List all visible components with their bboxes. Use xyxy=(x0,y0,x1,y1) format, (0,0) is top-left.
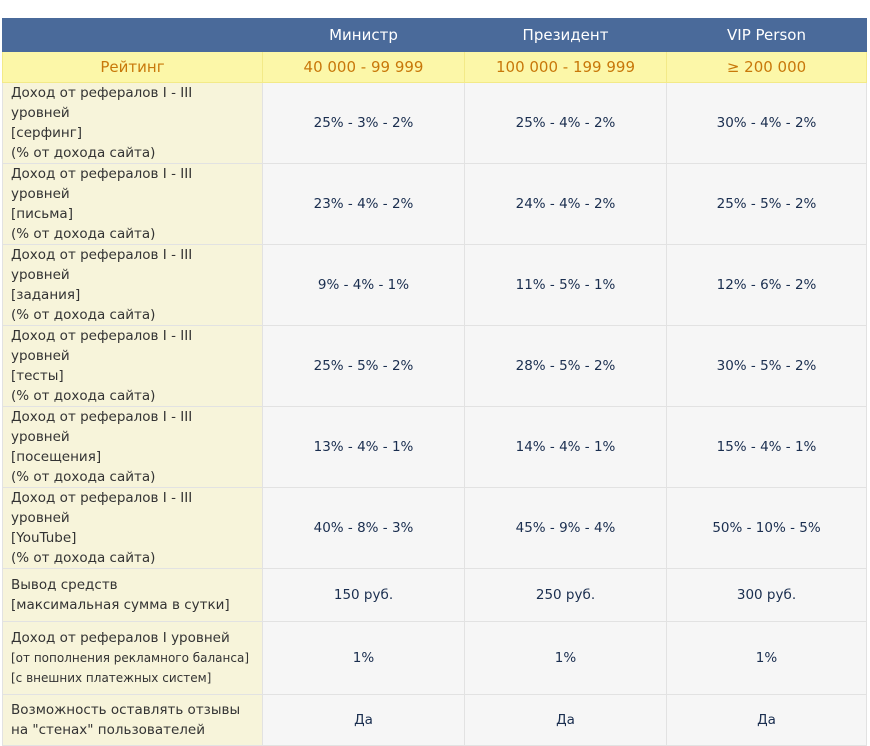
row-label: Возможность оставлять отзывы на "стенах"… xyxy=(2,694,263,746)
table-row: Доход от рефералов I - III уровней [зада… xyxy=(2,244,867,326)
row-label-line: (% от дохода сайта) xyxy=(11,307,156,323)
cell-president: Да xyxy=(464,694,667,746)
header-row: Министр Президент VIP Person xyxy=(2,18,867,52)
row-label: Вывод средств [максимальная сумма в сутк… xyxy=(2,568,263,622)
row-label-line: Возможность оставлять отзывы xyxy=(11,702,241,718)
table-row: Доход от рефералов I уровней [от пополне… xyxy=(2,621,867,695)
cell-president: 45% - 9% - 4% xyxy=(464,487,667,569)
row-label-line: (% от дохода сайта) xyxy=(11,550,156,566)
row-label-line: [письма] xyxy=(11,206,73,222)
cell-vip-person: Да xyxy=(666,694,867,746)
row-label-line: Доход от рефералов I - III уровней xyxy=(11,247,193,283)
cell-president: 28% - 5% - 2% xyxy=(464,325,667,407)
row-label: Доход от рефералов I - III уровней [зада… xyxy=(2,244,263,326)
status-comparison-table: Министр Президент VIP Person Рейтинг 40 … xyxy=(2,18,867,746)
cell-minister: 1% xyxy=(262,621,465,695)
cell-minister: 25% - 3% - 2% xyxy=(262,82,465,164)
cell-vip-person: 15% - 4% - 1% xyxy=(666,406,867,488)
row-label: Доход от рефералов I - III уровней [YouT… xyxy=(2,487,263,569)
rating-row: Рейтинг 40 000 - 99 999 100 000 - 199 99… xyxy=(2,51,867,83)
cell-minister: 9% - 4% - 1% xyxy=(262,244,465,326)
rating-vip-person: ≥ 200 000 xyxy=(666,51,867,83)
header-empty-cell xyxy=(2,18,263,52)
cell-vip-person: 12% - 6% - 2% xyxy=(666,244,867,326)
row-label-line: Доход от рефералов I - III уровней xyxy=(11,490,193,526)
row-label-line: (% от дохода сайта) xyxy=(11,226,156,242)
row-label-line: [серфинг] xyxy=(11,125,83,141)
row-label-line: Вывод средств xyxy=(11,577,118,593)
cell-vip-person: 1% xyxy=(666,621,867,695)
row-label-line: [с внешних платежных систем] xyxy=(11,671,212,685)
row-label-line: [от пополнения рекламного баланса] xyxy=(11,651,250,665)
row-label: Доход от рефералов I - III уровней [тест… xyxy=(2,325,263,407)
row-label-line: Доход от рефералов I уровней xyxy=(11,630,230,646)
rating-label: Рейтинг xyxy=(2,51,263,83)
cell-president: 14% - 4% - 1% xyxy=(464,406,667,488)
cell-minister: 40% - 8% - 3% xyxy=(262,487,465,569)
table-row: Вывод средств [максимальная сумма в сутк… xyxy=(2,568,867,622)
row-label: Доход от рефералов I - III уровней [посе… xyxy=(2,406,263,488)
table-row: Возможность оставлять отзывы на "стенах"… xyxy=(2,694,867,746)
row-label-line: (% от дохода сайта) xyxy=(11,469,156,485)
cell-vip-person: 300 руб. xyxy=(666,568,867,622)
cell-minister: Да xyxy=(262,694,465,746)
cell-minister: 150 руб. xyxy=(262,568,465,622)
cell-president: 1% xyxy=(464,621,667,695)
row-label-line: [задания] xyxy=(11,287,81,303)
cell-president: 250 руб. xyxy=(464,568,667,622)
table-row: Доход от рефералов I - III уровней [пись… xyxy=(2,163,867,245)
table-row: Доход от рефералов I - III уровней [серф… xyxy=(2,82,867,164)
rating-president: 100 000 - 199 999 xyxy=(464,51,667,83)
cell-minister: 13% - 4% - 1% xyxy=(262,406,465,488)
row-label-line: (% от дохода сайта) xyxy=(11,145,156,161)
cell-president: 25% - 4% - 2% xyxy=(464,82,667,164)
row-label: Доход от рефералов I - III уровней [серф… xyxy=(2,82,263,164)
table-row: Доход от рефералов I - III уровней [посе… xyxy=(2,406,867,488)
cell-vip-person: 50% - 10% - 5% xyxy=(666,487,867,569)
cell-president: 24% - 4% - 2% xyxy=(464,163,667,245)
row-label-line: [YouTube] xyxy=(11,530,77,546)
row-label-line: Доход от рефералов I - III уровней xyxy=(11,85,193,121)
header-vip-person: VIP Person xyxy=(666,18,867,52)
table-row: Доход от рефералов I - III уровней [тест… xyxy=(2,325,867,407)
row-label: Доход от рефералов I уровней [от пополне… xyxy=(2,621,263,695)
cell-president: 11% - 5% - 1% xyxy=(464,244,667,326)
row-label-line: Доход от рефералов I - III уровней xyxy=(11,328,193,364)
rating-minister: 40 000 - 99 999 xyxy=(262,51,465,83)
table-row: Доход от рефералов I - III уровней [YouT… xyxy=(2,487,867,569)
cell-vip-person: 30% - 5% - 2% xyxy=(666,325,867,407)
header-president: Президент xyxy=(464,18,667,52)
header-minister: Министр xyxy=(262,18,465,52)
row-label: Доход от рефералов I - III уровней [пись… xyxy=(2,163,263,245)
row-label-line: [посещения] xyxy=(11,449,102,465)
cell-vip-person: 30% - 4% - 2% xyxy=(666,82,867,164)
row-label-line: [максимальная сумма в сутки] xyxy=(11,597,230,613)
row-label-line: Доход от рефералов I - III уровней xyxy=(11,409,193,445)
row-label-line: на "стенах" пользователей xyxy=(11,722,205,738)
row-label-line: Доход от рефералов I - III уровней xyxy=(11,166,193,202)
cell-vip-person: 25% - 5% - 2% xyxy=(666,163,867,245)
status-comparison-table-wrapper: Министр Президент VIP Person Рейтинг 40 … xyxy=(2,18,867,746)
cell-minister: 25% - 5% - 2% xyxy=(262,325,465,407)
cell-minister: 23% - 4% - 2% xyxy=(262,163,465,245)
row-label-line: [тесты] xyxy=(11,368,64,384)
row-label-line: (% от дохода сайта) xyxy=(11,388,156,404)
